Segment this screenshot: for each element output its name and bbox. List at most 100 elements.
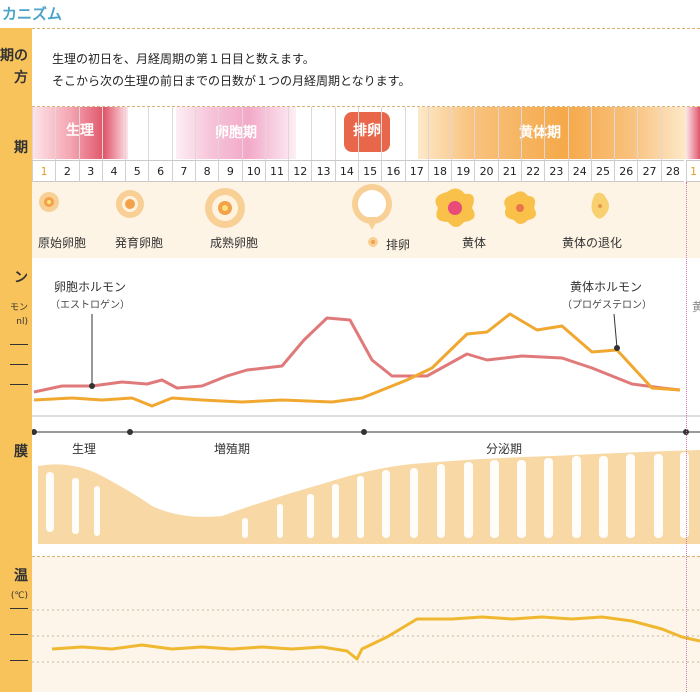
hormone-unit-label-2: nl): [16, 317, 28, 327]
day-26: 26: [614, 161, 637, 183]
label-next-hormone: 黄: [692, 300, 700, 314]
label-progesterone: 黄体ホルモン: [570, 280, 643, 294]
label-proliferative: 増殖期: [214, 442, 251, 456]
day-grid-line: [101, 107, 103, 160]
day-grid-line: [218, 107, 220, 160]
day-27: 27: [637, 161, 660, 183]
mature-follicle-icon: [205, 188, 245, 228]
day-15: 15: [358, 161, 381, 183]
corpus-luteum-regressing-icon: [504, 191, 536, 224]
day-5: 5: [125, 161, 148, 183]
cycle-label-2: 方: [14, 70, 28, 86]
next-cycle-marker: [686, 182, 687, 692]
phase-band-luteal: [418, 107, 686, 159]
day-grid-line: [521, 107, 522, 160]
endometrium-glands: [46, 452, 689, 538]
estrogen-line: [33, 316, 681, 394]
day-17: 17: [404, 161, 428, 183]
label-progesterone-sub: （プロゲステロン）: [562, 300, 652, 311]
basal-temperature-chart: [32, 557, 700, 692]
hormone-lines: [32, 312, 700, 417]
day-grid-line: [567, 107, 569, 160]
day-10: 10: [241, 161, 265, 183]
temp-tick: [10, 608, 28, 609]
day-grid-line: [497, 107, 499, 160]
phase-band-menstruation: [32, 107, 128, 159]
day-grid-line: [125, 107, 127, 160]
hormone-row-label: ン: [14, 270, 28, 286]
day-grid-line: [195, 107, 196, 160]
day-6: 6: [148, 161, 171, 183]
day-3: 3: [78, 161, 102, 183]
label-developing-follicle: 発育卵胞: [115, 236, 164, 250]
temperature-graph: [32, 609, 700, 663]
ovary-illustrations: [39, 184, 609, 247]
day-grid-line: [171, 107, 173, 160]
intro-line-1: 生理の初日を、月経周期の第１日目と数えます。: [52, 52, 315, 66]
ovary-row: 原始卵胞 発育卵胞 成熟卵胞 排卵 黄体 黄体の退化: [32, 182, 700, 258]
phase-label-luteal: 黄体期: [519, 125, 561, 141]
endometrium-illustration: [31, 429, 700, 544]
separator: [32, 106, 700, 107]
hormone-tick: [10, 384, 28, 385]
day-2: 2: [55, 161, 78, 183]
day-14: 14: [334, 161, 358, 183]
developing-follicle-icon: [116, 190, 144, 218]
phase-band-follicular: [176, 107, 296, 159]
endometrium-section: 生理 増殖期 分泌期: [31, 420, 700, 555]
day-grid-line: [78, 107, 80, 160]
day-19: 19: [451, 161, 474, 183]
day-20: 20: [474, 161, 497, 183]
progesterone-line: [33, 312, 681, 408]
day-grid-line: [404, 107, 406, 160]
phase-row-label: 期: [14, 140, 28, 156]
day-12: 12: [288, 161, 311, 183]
label-luteal-regression: 黄体の退化: [562, 236, 623, 250]
day-grid-line: [32, 107, 33, 160]
page-title: カニズム: [2, 5, 63, 23]
separator: [32, 28, 700, 29]
egg-icon: [368, 237, 378, 247]
day-22: 22: [521, 161, 544, 183]
phase-label-follicular: 卵胞期: [215, 125, 257, 141]
temperature-line: [51, 615, 700, 661]
hormone-chart: 卵胞ホルモン （エストロゲン） 黄体ホルモン （プロゲステロン） 黄: [32, 258, 700, 418]
primordial-follicle-icon: [39, 192, 59, 212]
day-grid-line: [451, 107, 453, 160]
hormone-tick: [10, 344, 28, 345]
label-estrogen: 卵胞ホルモン: [54, 280, 127, 294]
day-16: 16: [381, 161, 404, 183]
day-grid-line: [358, 107, 359, 160]
day-8: 8: [195, 161, 218, 183]
day-25: 25: [590, 161, 614, 183]
separator: [32, 556, 700, 557]
hormone-tick: [10, 364, 28, 365]
day-grid-line: [614, 107, 616, 160]
endometrium-layer: [38, 450, 700, 544]
temp-row-label: 温: [14, 568, 28, 584]
hormone-unit-label-1: モン: [9, 303, 28, 313]
progesterone-pointer: [613, 313, 618, 349]
day-24: 24: [567, 161, 591, 183]
day-grid-line: [288, 107, 290, 160]
corpus-albicans-icon: [591, 192, 609, 219]
day-grid-line: [637, 107, 639, 160]
day-scale: 1 2 3 4 5 6 7 8 9 10 11 12 13 14 15 16 17 18 19 20 21 22 23 24 2…: [32, 160, 684, 183]
ovulation-follicle-icon: [352, 184, 392, 230]
temp-tick: [10, 660, 28, 661]
day-23: 23: [544, 161, 567, 183]
left-label-column: 期の 方 期 ン モン nl) 膜 温 (℃): [0, 28, 32, 692]
label-corpus-luteum: 黄体: [462, 236, 487, 250]
day-grid-line: [474, 107, 476, 160]
day-grid-line: [427, 107, 429, 160]
day-grid-line: [55, 107, 57, 160]
day-28: 28: [660, 161, 684, 183]
label-primordial-follicle: 原始卵胞: [38, 236, 87, 250]
label-ovulation: 排卵: [386, 238, 411, 252]
temp-unit-label: (℃): [10, 591, 28, 601]
endometrium-row-label: 膜: [14, 444, 28, 460]
day-grid-line: [241, 107, 243, 160]
day-13: 13: [311, 161, 334, 183]
label-estrogen-sub: （エストロゲン）: [50, 300, 130, 311]
day-grid-line: [590, 107, 592, 160]
